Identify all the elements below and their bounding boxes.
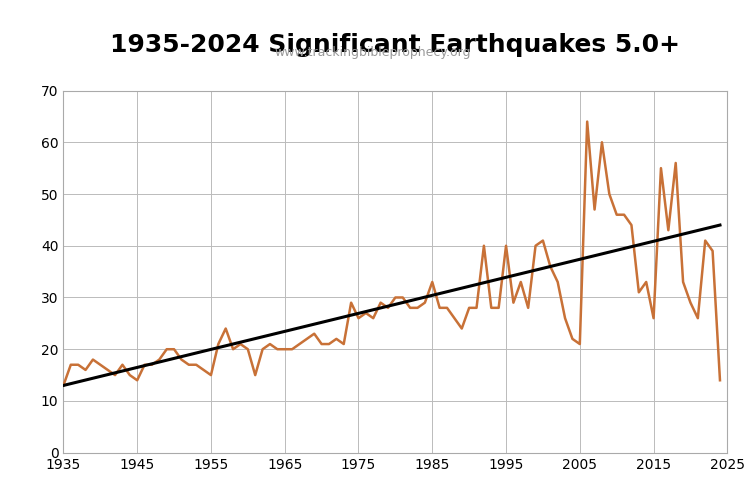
Title: 1935-2024 Significant Earthquakes 5.0+: 1935-2024 Significant Earthquakes 5.0+ (110, 33, 680, 57)
Text: www.trackingbibleprophecy.org: www.trackingbibleprophecy.org (275, 46, 471, 59)
